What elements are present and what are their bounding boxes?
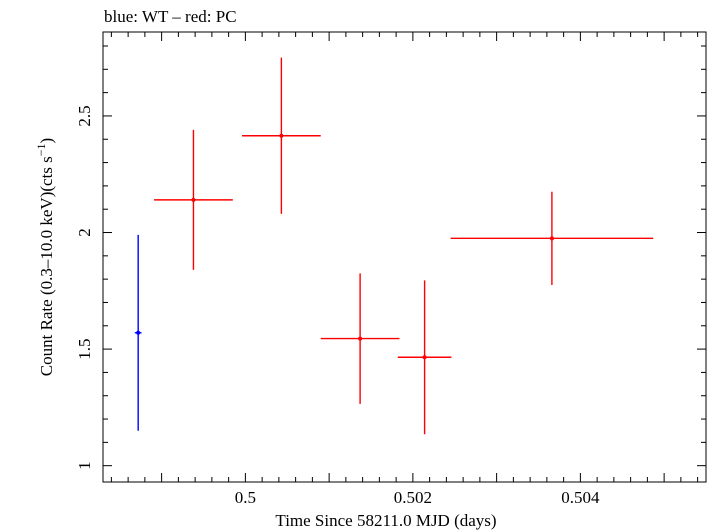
- data-point: [358, 336, 363, 341]
- y-axis-label: Count Rate (0.3–10.0 keV)(cts s−1): [34, 138, 56, 376]
- series-wt: [134, 234, 142, 431]
- axis-tick-labels: 1 1.5 2 2.5 0.5 0.502 0.504: [75, 105, 600, 507]
- y-tick-label: 1: [75, 461, 94, 470]
- x-tick-label: 0.5: [235, 488, 256, 507]
- data-point: [422, 355, 427, 360]
- y-tick-label: 1.5: [75, 338, 94, 359]
- y-tick-label: 2: [75, 228, 94, 237]
- y-axis-label-close: ): [37, 138, 56, 144]
- axis-ticks: [103, 32, 706, 482]
- x-axis-label: Time Since 58211.0 MJD (days): [275, 511, 496, 530]
- plot-frame: [102, 31, 707, 483]
- chart-title: blue: WT – red: PC: [104, 7, 237, 26]
- data-points: [134, 57, 654, 435]
- data-point: [136, 330, 141, 335]
- data-point: [549, 236, 554, 241]
- series-pc: [154, 57, 654, 435]
- y-tick-label: 2.5: [75, 105, 94, 126]
- data-point: [191, 197, 196, 202]
- x-tick-label: 0.504: [561, 488, 600, 507]
- y-axis-label-main: Count Rate (0.3–10.0 keV)(cts s: [37, 156, 56, 376]
- data-point: [279, 133, 284, 138]
- y-axis-label-exponent: −1: [34, 143, 48, 156]
- x-tick-label: 0.502: [394, 488, 432, 507]
